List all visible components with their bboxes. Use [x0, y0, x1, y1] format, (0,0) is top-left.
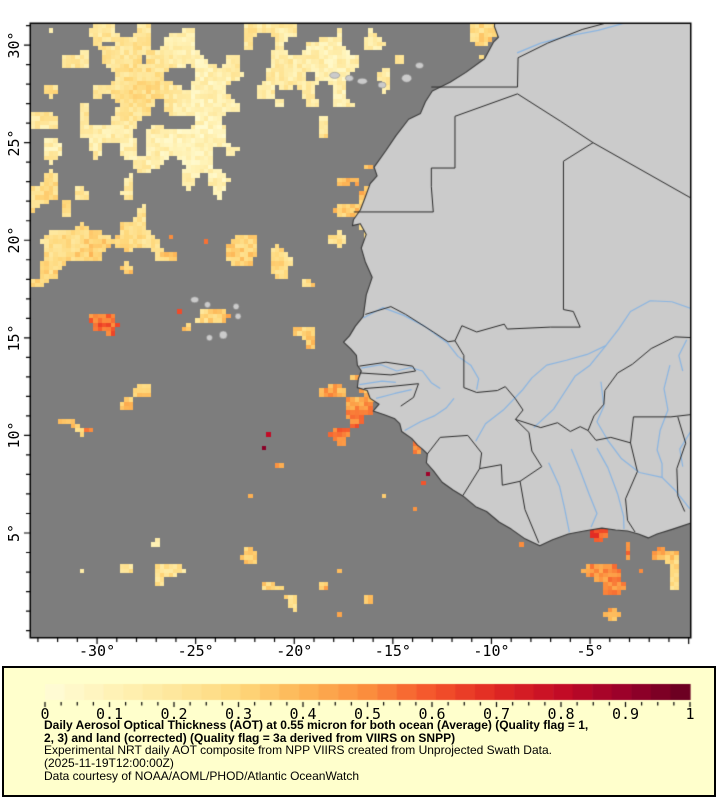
legend-title-line2: 2, 3) and land (corrected) (Quality flag…	[44, 730, 456, 745]
colorbar-tick-label: 0.9	[611, 705, 640, 723]
y-tick-label: 20°	[5, 226, 23, 254]
x-tick-label: -15°	[374, 642, 411, 660]
legend-credit: Data courtesy of NOAA/AOML/PHOD/Atlantic…	[44, 768, 359, 783]
x-tick-label: -20°	[276, 642, 313, 660]
colorbar-tick-label: 0.7	[482, 705, 511, 723]
colorbar-tick-label: 1	[685, 705, 695, 723]
legend-subtitle: Experimental NRT daily AOT composite fro…	[44, 743, 552, 758]
colorbar-tick-label: 0.5	[353, 705, 382, 723]
x-tick-label: -10°	[473, 642, 510, 660]
y-tick-label: 5°	[5, 523, 23, 543]
colorbar-tick-label: 0	[40, 705, 50, 723]
colorbar-tick-label: 0.8	[547, 705, 575, 723]
legend-title-line1: Daily Aerosol Optical Thickness (AOT) at…	[44, 718, 589, 732]
colorbar-tick-label: 0.2	[160, 705, 188, 723]
colorbar-tick-label: 0.4	[289, 705, 317, 723]
legend-timestamp: (2025-11-19T12:00:00Z)	[44, 756, 174, 771]
colorbar-tick-label: 0.1	[95, 705, 124, 723]
x-tick-label: -30°	[78, 642, 116, 660]
y-tick-label: 15°	[5, 324, 23, 352]
y-tick-label: 25°	[5, 129, 23, 157]
y-tick-label: 10°	[5, 421, 23, 449]
colorbar-tick-label: 0.3	[224, 705, 253, 723]
y-tick-label: 30°	[5, 31, 23, 59]
x-tick-label: -5°	[576, 642, 604, 660]
x-tick-label: -25°	[177, 642, 214, 660]
colorbar-tick-label: 0.6	[418, 705, 446, 723]
legend-text-block: Daily Aerosol Optical Thickness (AOT) at…	[44, 719, 704, 783]
